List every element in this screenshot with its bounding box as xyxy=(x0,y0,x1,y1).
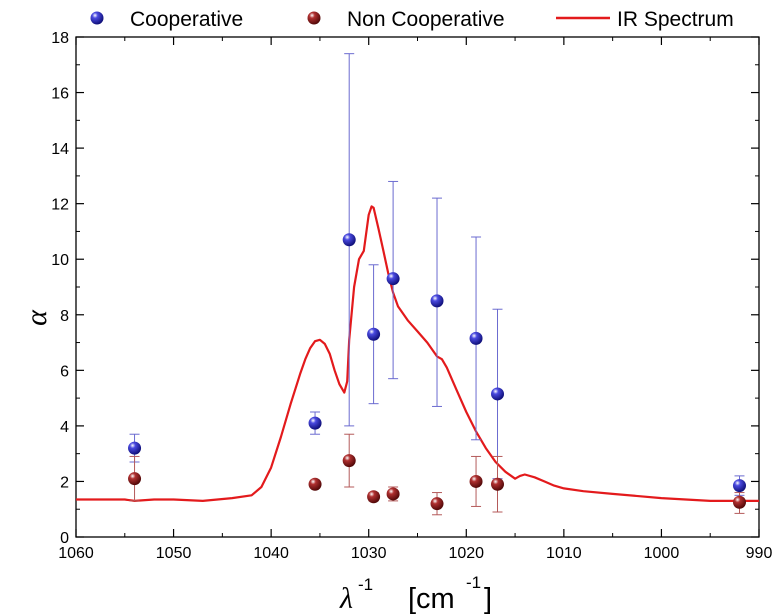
x-tick-label: 1040 xyxy=(253,545,289,562)
x-axis-title-symbol: λ xyxy=(339,582,353,615)
y-tick-label: 4 xyxy=(60,419,69,436)
point-cooperative xyxy=(128,441,142,455)
y-tick-label: 10 xyxy=(51,252,69,269)
point-cooperative xyxy=(367,327,381,341)
x-axis-title-superscript: -1 xyxy=(358,575,373,594)
point-cooperative xyxy=(342,233,356,247)
point-non-cooperative xyxy=(469,474,483,488)
point-cooperative xyxy=(386,272,400,286)
y-tick-label: 16 xyxy=(51,86,69,103)
x-tick-label: 1030 xyxy=(351,545,387,562)
x-tick-label: 990 xyxy=(746,545,773,562)
legend-label-non-cooperative: Non Cooperative xyxy=(347,8,505,31)
x-tick-label: 1000 xyxy=(644,545,680,562)
x-tick-label: 1060 xyxy=(58,545,94,562)
y-tick-label: 12 xyxy=(51,197,69,214)
y-tick-label: 6 xyxy=(60,363,69,380)
x-axis-title: λ -1 [cm -1 ] xyxy=(339,573,492,615)
point-cooperative xyxy=(491,387,505,401)
point-non-cooperative xyxy=(491,477,505,491)
point-non-cooperative xyxy=(732,495,746,509)
y-tick-label: 8 xyxy=(60,308,69,325)
x-axis-title-unit-close: ] xyxy=(484,583,492,615)
point-non-cooperative xyxy=(430,497,444,511)
legend-marker-non-cooperative xyxy=(307,11,321,25)
point-non-cooperative xyxy=(367,490,381,504)
y-tick-label: 14 xyxy=(51,141,69,158)
point-cooperative xyxy=(430,294,444,308)
point-cooperative xyxy=(308,416,322,430)
y-axis-title: α xyxy=(20,309,53,326)
point-non-cooperative xyxy=(308,477,322,491)
x-axis-title-unit: [cm xyxy=(408,583,455,615)
legend-marker-cooperative xyxy=(90,11,104,25)
plot-frame xyxy=(75,36,760,538)
x-tick-label: 1050 xyxy=(156,545,192,562)
x-axis-title-unit-superscript: -1 xyxy=(466,573,481,592)
point-non-cooperative xyxy=(128,472,142,486)
legend: Cooperative Non Cooperative IR Spectrum xyxy=(90,8,734,31)
y-tick-label: 18 xyxy=(51,30,69,47)
x-tick-label: 1020 xyxy=(448,545,484,562)
legend-label-ir-spectrum: IR Spectrum xyxy=(617,8,734,31)
legend-label-cooperative: Cooperative xyxy=(130,8,243,31)
point-non-cooperative xyxy=(386,487,400,501)
point-non-cooperative xyxy=(342,454,356,468)
y-tick-label: 0 xyxy=(60,530,69,547)
point-cooperative xyxy=(732,479,746,493)
x-tick-label: 1010 xyxy=(546,545,582,562)
series-line-ir-spectrum xyxy=(76,205,759,502)
point-cooperative xyxy=(469,331,483,345)
y-tick-label: 2 xyxy=(60,474,69,491)
